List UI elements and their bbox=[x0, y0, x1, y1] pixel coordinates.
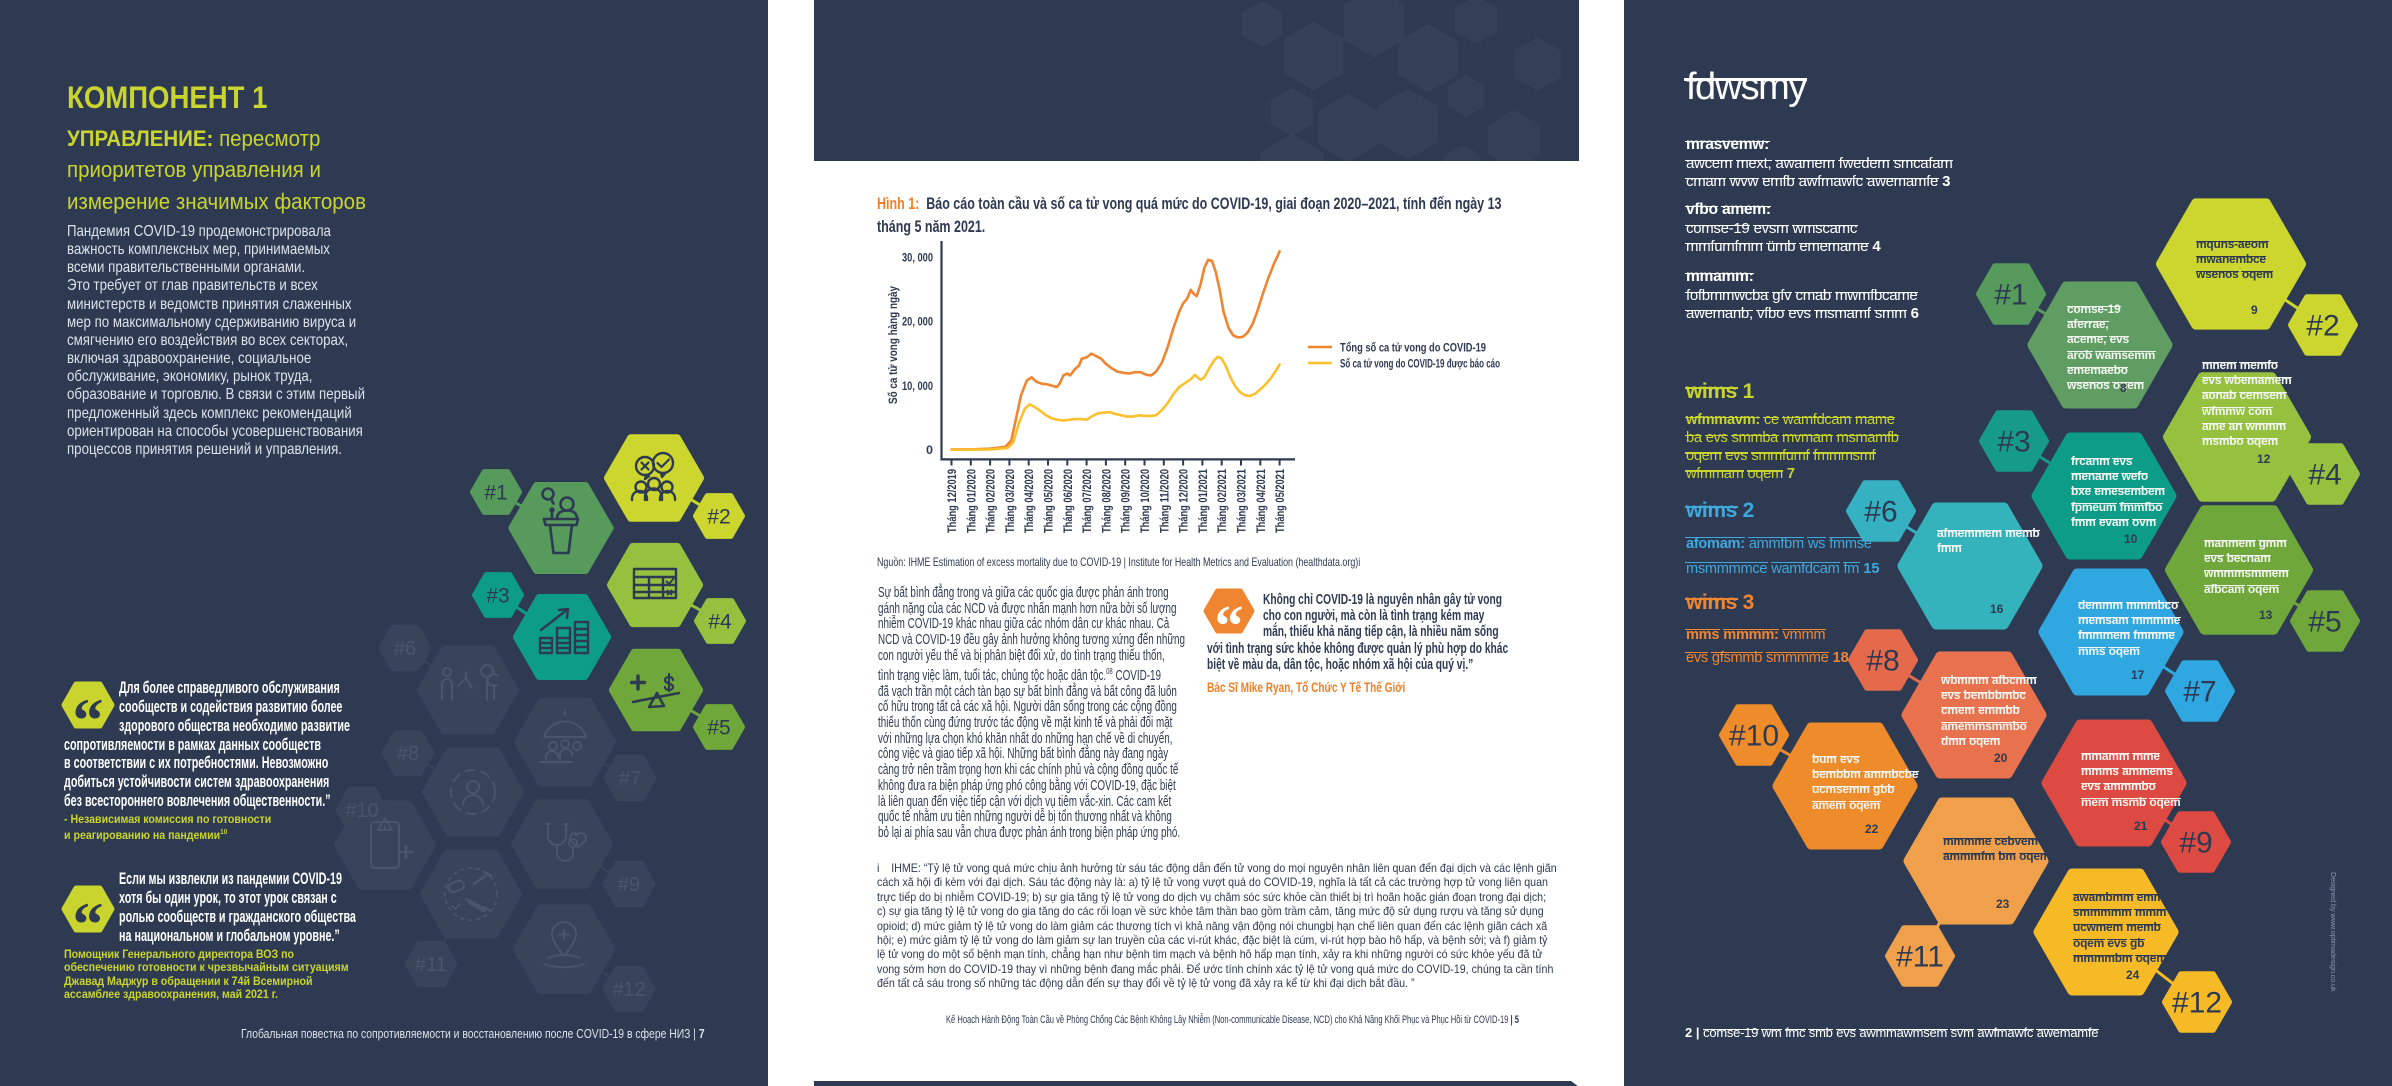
svg-text:30, 000: 30, 000 bbox=[902, 250, 933, 264]
svg-text:#1: #1 bbox=[484, 482, 507, 505]
svg-text:#10: #10 bbox=[1729, 720, 1779, 753]
svg-text:0: 0 bbox=[926, 443, 933, 457]
svg-text:“: “ bbox=[73, 687, 104, 755]
svg-text:#11: #11 bbox=[1896, 941, 1944, 974]
svg-text:#6: #6 bbox=[394, 638, 416, 660]
svg-text:#3: #3 bbox=[486, 585, 509, 608]
svg-text:Tổng số ca tử vong do COVID-19: Tổng số ca tử vong do COVID-19 bbox=[1340, 341, 1486, 355]
svg-text:#5: #5 bbox=[2308, 606, 2341, 639]
svg-text:“: “ bbox=[1215, 593, 1244, 658]
svg-text:#12: #12 bbox=[612, 979, 645, 1001]
svg-text:#9: #9 bbox=[2179, 827, 2212, 860]
svg-text:20, 000: 20, 000 bbox=[902, 315, 933, 329]
svg-text:Số ca tử vong do COVID-19 được: Số ca tử vong do COVID-19 được báo cáo bbox=[1340, 357, 1500, 371]
svg-text:Tháng 11/2020: Tháng 11/2020 bbox=[1157, 469, 1171, 533]
svg-text:Tháng 10/2020: Tháng 10/2020 bbox=[1138, 469, 1152, 533]
svg-text:#1: #1 bbox=[1994, 279, 2027, 312]
svg-text:#5: #5 bbox=[707, 717, 730, 740]
svg-text:Tháng 02/2021: Tháng 02/2021 bbox=[1215, 469, 1229, 533]
svg-text:10, 000: 10, 000 bbox=[902, 379, 933, 393]
svg-text:Tháng 05/2021: Tháng 05/2021 bbox=[1273, 469, 1287, 533]
svg-text:Tháng 12/2020: Tháng 12/2020 bbox=[1177, 469, 1191, 533]
svg-text:Tháng 04/2020: Tháng 04/2020 bbox=[1022, 469, 1036, 533]
svg-text:“: “ bbox=[73, 891, 104, 959]
svg-text:Tháng 12/2019: Tháng 12/2019 bbox=[945, 469, 959, 533]
svg-text:Tháng 03/2020: Tháng 03/2020 bbox=[1003, 469, 1017, 533]
svg-text:Tháng 08/2020: Tháng 08/2020 bbox=[1099, 469, 1113, 533]
svg-text:#6: #6 bbox=[1864, 496, 1897, 529]
svg-text:Tháng 05/2020: Tháng 05/2020 bbox=[1042, 469, 1056, 533]
svg-text:#2: #2 bbox=[2306, 310, 2339, 343]
svg-text:Tháng 07/2020: Tháng 07/2020 bbox=[1080, 469, 1094, 533]
svg-text:#11: #11 bbox=[415, 954, 447, 976]
svg-text:#7: #7 bbox=[2183, 676, 2216, 709]
svg-text:Tháng 09/2020: Tháng 09/2020 bbox=[1119, 469, 1133, 533]
svg-text:#4: #4 bbox=[2308, 459, 2341, 492]
svg-text:Tháng 04/2021: Tháng 04/2021 bbox=[1254, 469, 1268, 533]
svg-text:Tháng 03/2021: Tháng 03/2021 bbox=[1235, 469, 1249, 533]
svg-text:#12: #12 bbox=[2172, 987, 2222, 1020]
svg-text:#4: #4 bbox=[708, 611, 732, 634]
svg-text:#10: #10 bbox=[345, 800, 378, 822]
svg-text:#2: #2 bbox=[707, 506, 730, 529]
svg-text:Tháng 02/2020: Tháng 02/2020 bbox=[984, 469, 998, 533]
svg-text:#8: #8 bbox=[397, 743, 419, 765]
svg-text:Số ca tử vong hàng ngày: Số ca tử vong hàng ngày bbox=[888, 285, 900, 404]
svg-text:Tháng 06/2020: Tháng 06/2020 bbox=[1061, 469, 1075, 533]
svg-text:#8: #8 bbox=[1866, 645, 1899, 678]
svg-text:#9: #9 bbox=[618, 874, 640, 896]
svg-text:Tháng 01/2020: Tháng 01/2020 bbox=[964, 469, 978, 533]
svg-text:#3: #3 bbox=[1997, 426, 2030, 459]
svg-text:#7: #7 bbox=[619, 768, 641, 790]
svg-text:Tháng 01/2021: Tháng 01/2021 bbox=[1196, 469, 1210, 533]
